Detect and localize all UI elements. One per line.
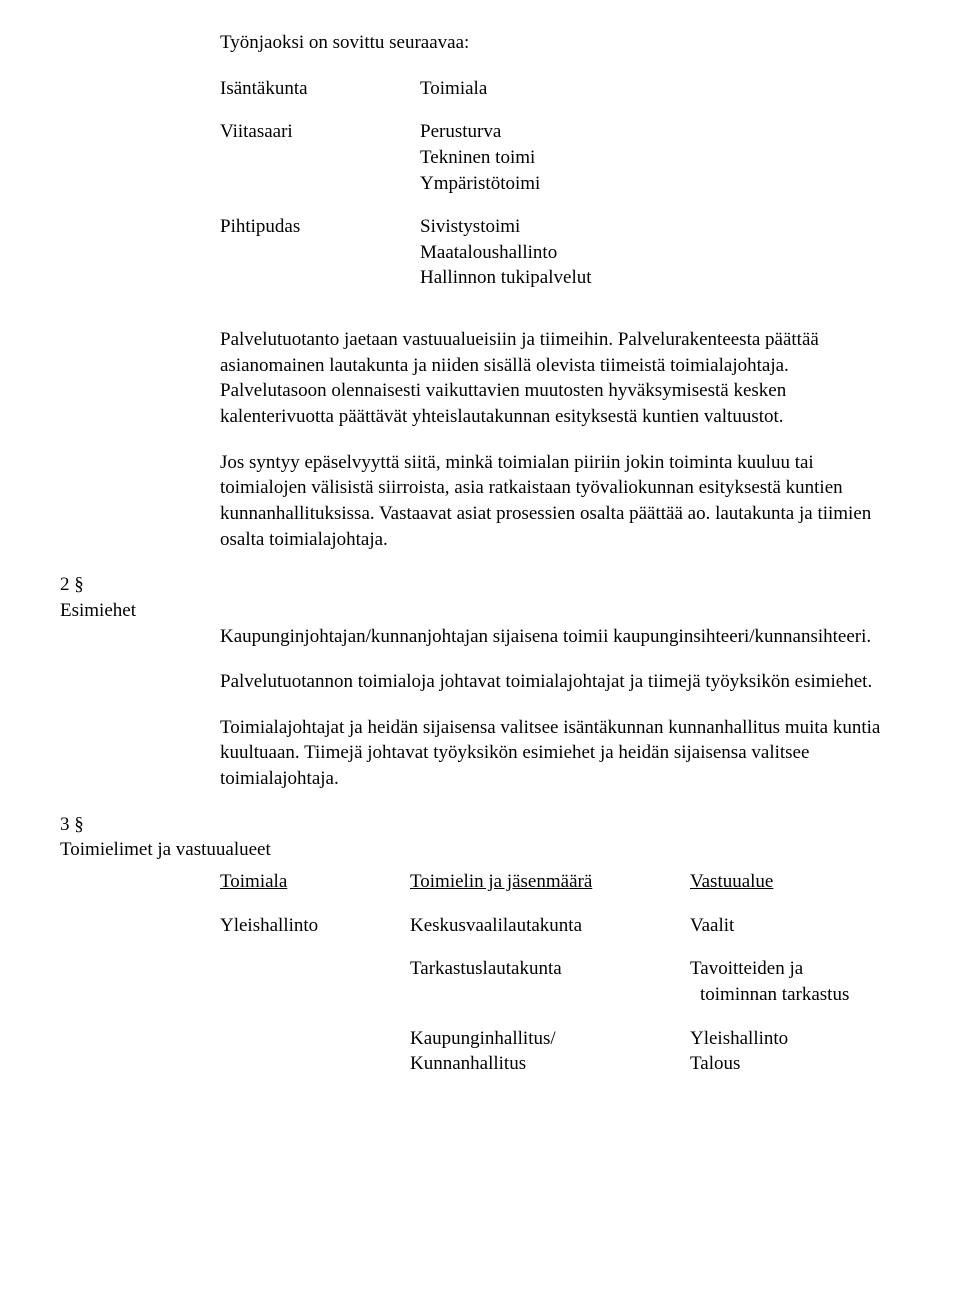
document-page: Työnjaoksi on sovittu seuraavaa: Isäntäk… xyxy=(0,0,960,1143)
header-col2: Toimiala xyxy=(420,76,592,120)
td-a: Yleishallinto xyxy=(220,913,410,957)
section-3-heading: 3 § Toimielimet ja vastuualueet xyxy=(60,812,900,863)
toimielimet-row: Tarkastuslautakunta Tavoitteiden ja toim… xyxy=(220,956,849,1025)
host-c2: SivistystoimiMaataloushallintoHallinnon … xyxy=(420,214,592,309)
th-vastuualue: Vastuualue xyxy=(690,869,849,913)
paragraph-1: Palvelutuotanto jaetaan vastuualueisiin … xyxy=(220,327,900,430)
host-table-row: Pihtipudas SivistystoimiMaataloushallint… xyxy=(220,214,592,309)
section-2-num: 2 § xyxy=(60,572,900,598)
host-c1: Viitasaari xyxy=(220,119,420,214)
td-a xyxy=(220,956,410,1025)
section-2-heading: 2 § Esimiehet xyxy=(60,572,900,623)
paragraph-2: Jos syntyy epäselvyyttä siitä, minkä toi… xyxy=(220,450,900,553)
host-c2: PerusturvaTekninen toimiYmpäristötoimi xyxy=(420,119,592,214)
section-2-p3: Toimialajohtajat ja heidän sijaisensa va… xyxy=(220,715,900,792)
host-c1: Pihtipudas xyxy=(220,214,420,309)
td-c: Tavoitteiden ja toiminnan tarkastus xyxy=(690,956,849,1025)
toimielimet-row: Kaupunginhallitus/Kunnanhallitus Yleisha… xyxy=(220,1026,849,1095)
host-table: Isäntäkunta Toimiala Viitasaari Perustur… xyxy=(220,76,592,309)
toimielimet-table: Toimiala Toimielin ja jäsenmäärä Vastuua… xyxy=(220,869,849,1095)
section-2-title: Esimiehet xyxy=(60,598,900,624)
toimielimet-row: Yleishallinto Keskusvaalilautakunta Vaal… xyxy=(220,913,849,957)
section-2-p2: Palvelutuotannon toimialoja johtavat toi… xyxy=(220,669,900,695)
td-a xyxy=(220,1026,410,1095)
td-b: Tarkastuslautakunta xyxy=(410,956,690,1025)
th-toimiala: Toimiala xyxy=(220,869,410,913)
section-3-num: 3 § xyxy=(60,812,900,838)
td-c-line1: Tavoitteiden ja xyxy=(690,958,803,979)
td-c: YleishallintoTalous xyxy=(690,1026,849,1095)
section-2-p1: Kaupunginjohtajan/kunnanjohtajan sijaise… xyxy=(220,624,900,650)
host-table-header: Isäntäkunta Toimiala xyxy=(220,76,592,120)
th-toimielin: Toimielin ja jäsenmäärä xyxy=(410,869,690,913)
td-c-line2: toiminnan tarkastus xyxy=(690,982,849,1008)
toimielimet-header: Toimiala Toimielin ja jäsenmäärä Vastuua… xyxy=(220,869,849,913)
td-c: Vaalit xyxy=(690,913,849,957)
td-b: Keskusvaalilautakunta xyxy=(410,913,690,957)
header-col1: Isäntäkunta xyxy=(220,76,420,120)
intro-paragraph: Työnjaoksi on sovittu seuraavaa: xyxy=(220,30,900,56)
host-table-row: Viitasaari PerusturvaTekninen toimiYmpär… xyxy=(220,119,592,214)
td-b: Kaupunginhallitus/Kunnanhallitus xyxy=(410,1026,690,1095)
section-3-title: Toimielimet ja vastuualueet xyxy=(60,837,900,863)
